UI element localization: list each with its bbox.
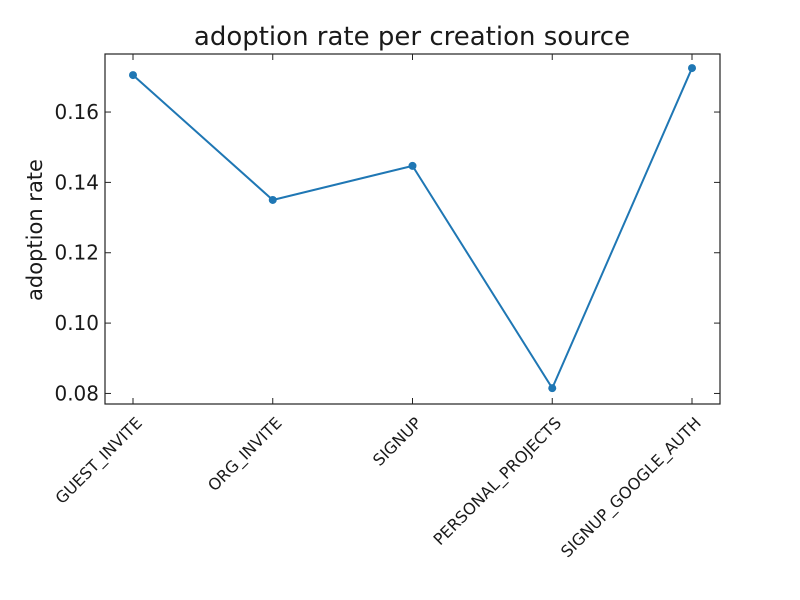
y-tick-label: 0.08 (54, 381, 99, 405)
data-point (129, 71, 137, 80)
x-tick-label: GUEST_INVITE (52, 413, 147, 508)
y-tick-label: 0.16 (54, 100, 99, 124)
chart-title: adoption rate per creation source (194, 22, 630, 52)
x-tick-label: SIGNUP (369, 413, 426, 470)
x-tick-label: ORG_INVITE (204, 413, 286, 495)
x-tick-label: SIGNUP_GOOGLE_AUTH (557, 413, 706, 562)
axis-ticks (105, 54, 720, 404)
data-point (688, 64, 696, 73)
data-point (548, 384, 557, 393)
x-tick-label: PERSONAL_PROJECTS (429, 413, 565, 549)
plot-area-frame (104, 53, 721, 405)
y-tick-label: 0.10 (54, 311, 99, 335)
x-tick-labels: GUEST_INVITE ORG_INVITE SIGNUP PERSONAL_PRO… (52, 413, 706, 562)
data-points (129, 64, 696, 393)
y-tick-label: 0.12 (54, 241, 99, 265)
y-tick-label: 0.14 (54, 170, 99, 194)
data-point (408, 161, 417, 170)
y-tick-labels: 0.08 0.10 0.12 0.14 0.16 (54, 100, 99, 405)
y-axis-label: adoption rate (23, 159, 47, 301)
adoption-rate-line (132, 67, 693, 391)
data-point (268, 195, 277, 204)
